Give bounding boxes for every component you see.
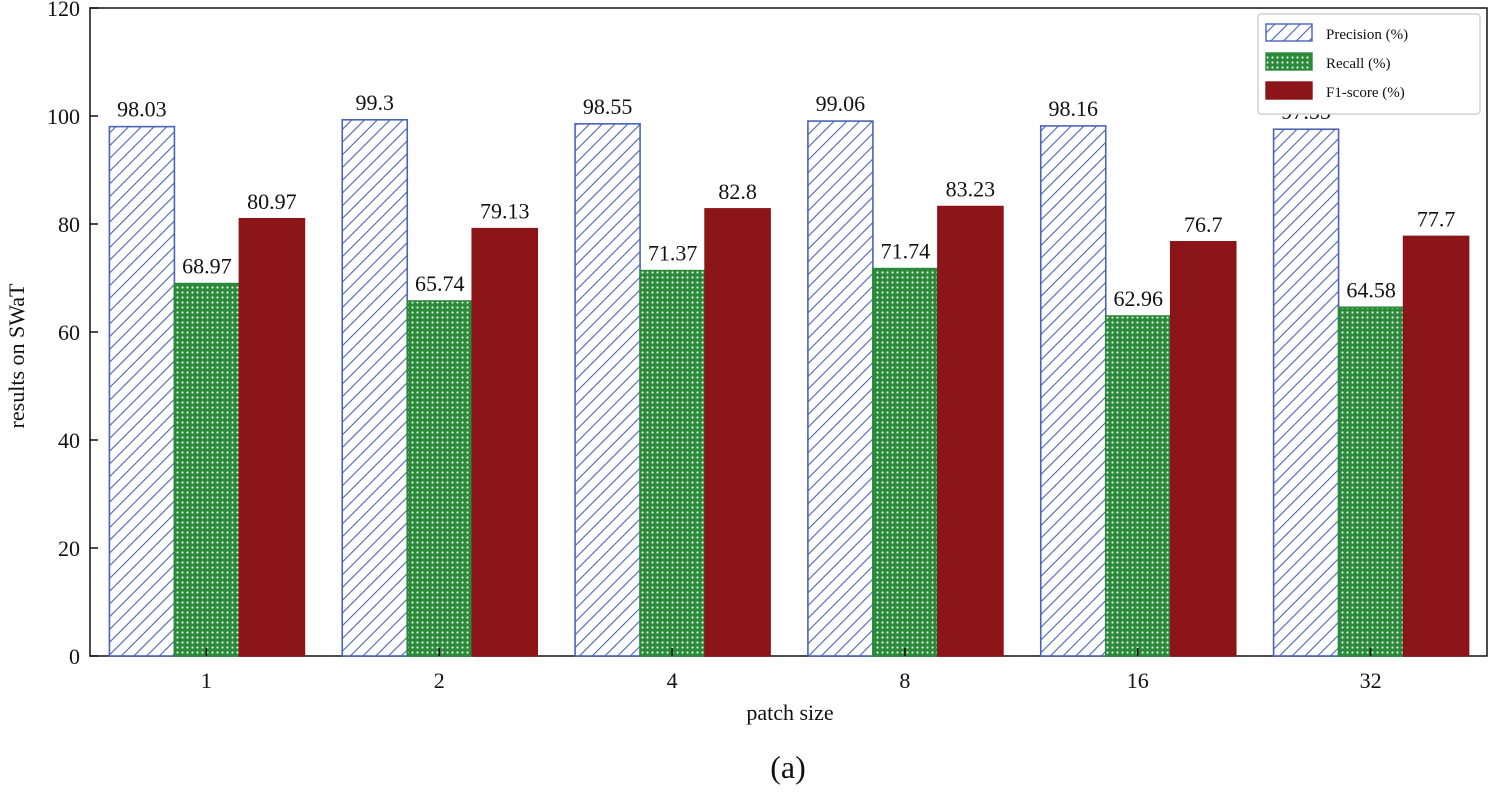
data-label: 83.23 — [946, 177, 996, 202]
data-label: 68.97 — [182, 254, 232, 279]
legend-label: F1-score (%) — [1326, 85, 1405, 101]
legend-swatch — [1265, 81, 1313, 100]
x-tick-label: 32 — [1360, 668, 1382, 693]
data-label: 65.74 — [415, 271, 465, 296]
y-tick-label: 20 — [58, 536, 80, 561]
x-tick-label: 8 — [899, 668, 910, 693]
data-label: 71.37 — [648, 241, 698, 266]
bar-f1 — [238, 217, 306, 657]
legend-label: Precision (%) — [1326, 27, 1408, 43]
bar-precision — [341, 118, 409, 657]
y-tick-label: 0 — [69, 644, 80, 669]
bar-f1 — [471, 227, 539, 657]
data-label: 82.8 — [718, 179, 757, 204]
y-axis-title: results on SWaT — [4, 283, 29, 428]
y-tick-label: 60 — [58, 320, 80, 345]
bar-precision — [1272, 128, 1340, 657]
bar-f1 — [1169, 241, 1237, 657]
legend-label: Recall (%) — [1326, 56, 1391, 72]
bar-precision — [108, 125, 176, 657]
data-label: 64.58 — [1346, 277, 1396, 302]
bar-recall — [173, 282, 241, 657]
figure-caption: (a) — [770, 749, 806, 785]
bar-f1 — [1402, 235, 1470, 657]
data-label: 76.7 — [1184, 212, 1223, 237]
y-tick-label: 40 — [58, 428, 80, 453]
data-label: 98.16 — [1049, 96, 1099, 121]
data-label: 77.7 — [1417, 206, 1456, 231]
y-tick-label: 80 — [58, 212, 80, 237]
y-tick-label: 120 — [47, 0, 80, 21]
data-label: 98.55 — [583, 94, 633, 119]
data-label: 99.3 — [356, 90, 395, 115]
data-label: 98.03 — [117, 97, 167, 122]
legend-swatch — [1265, 23, 1313, 42]
bar-recall — [1104, 315, 1172, 657]
legend-swatch — [1265, 52, 1313, 71]
bar-recall — [872, 267, 939, 657]
bar-f1 — [937, 205, 1004, 657]
bar-recall — [639, 269, 706, 657]
bar-precision — [807, 120, 874, 657]
bar-precision — [1039, 125, 1107, 657]
x-tick-label: 4 — [667, 668, 678, 693]
x-tick-label: 1 — [201, 668, 212, 693]
bar-recall — [1337, 306, 1405, 657]
data-label: 71.74 — [881, 239, 931, 264]
bar-f1 — [704, 208, 771, 657]
data-label: 99.06 — [816, 91, 866, 116]
legend-box — [1257, 13, 1481, 115]
y-tick-label: 100 — [47, 104, 80, 129]
bar-recall — [406, 300, 474, 657]
data-label: 80.97 — [247, 189, 297, 214]
x-tick-label: 16 — [1127, 668, 1149, 693]
data-label: 62.96 — [1114, 286, 1164, 311]
data-label: 79.13 — [480, 199, 530, 224]
x-tick-label: 2 — [434, 668, 445, 693]
x-axis-title: patch size — [746, 700, 833, 725]
bar-precision — [574, 123, 641, 657]
